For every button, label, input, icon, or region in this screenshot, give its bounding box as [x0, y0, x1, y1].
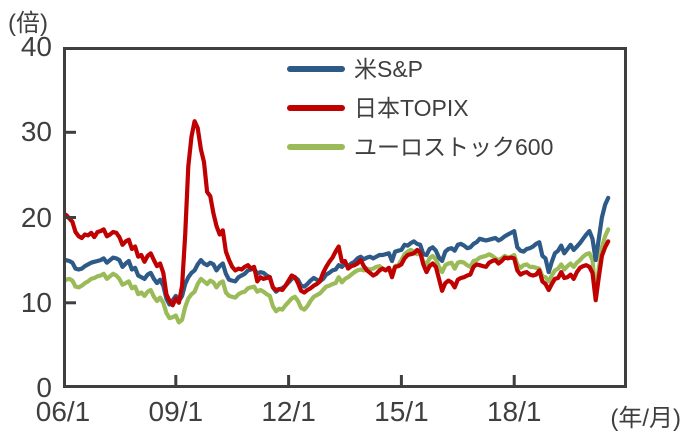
x-axis-label-06-1: 06/1 — [35, 396, 91, 427]
x-axis-unit-label: (年/月) — [610, 405, 681, 432]
x-axis-label-18-1: 18/1 — [486, 396, 542, 427]
legend-item-euro-stoxx-600: ユーロストック600 — [287, 134, 553, 160]
legend-label-japan-topix: 日本TOPIX — [354, 95, 469, 121]
plot-svg — [63, 47, 627, 388]
series-line-0 — [63, 195, 611, 307]
y-axis-unit-label: (倍) — [8, 10, 48, 37]
y-axis-label-30: 30 — [20, 116, 52, 148]
legend-item-us-sp: 米S&P — [287, 56, 553, 82]
legend-line-euro-stoxx-600-icon — [287, 144, 345, 150]
y-axis-label-0: 0 — [36, 372, 52, 403]
x-axis-label-12-1: 12/1 — [261, 396, 316, 427]
y-axis-label-40: 40 — [20, 31, 52, 62]
series-line-1 — [63, 119, 611, 308]
x-axis-label-09-1: 09/1 — [148, 396, 204, 427]
legend-item-japan-topix: 日本TOPIX — [287, 95, 553, 121]
legend: 米S&P 日本TOPIX ユーロストック600 — [287, 56, 553, 173]
legend-label-euro-stoxx-600: ユーロストック600 — [354, 134, 554, 160]
y-axis-label-10: 10 — [20, 286, 52, 318]
plot-frame — [63, 47, 627, 388]
y-axis-label-20: 20 — [20, 201, 52, 233]
legend-label-us-sp: 米S&P — [354, 56, 424, 82]
legend-line-japan-topix-icon — [287, 105, 345, 111]
x-axis-label-15-1: 15/1 — [374, 396, 429, 427]
legend-line-us-sp-icon — [287, 66, 345, 72]
